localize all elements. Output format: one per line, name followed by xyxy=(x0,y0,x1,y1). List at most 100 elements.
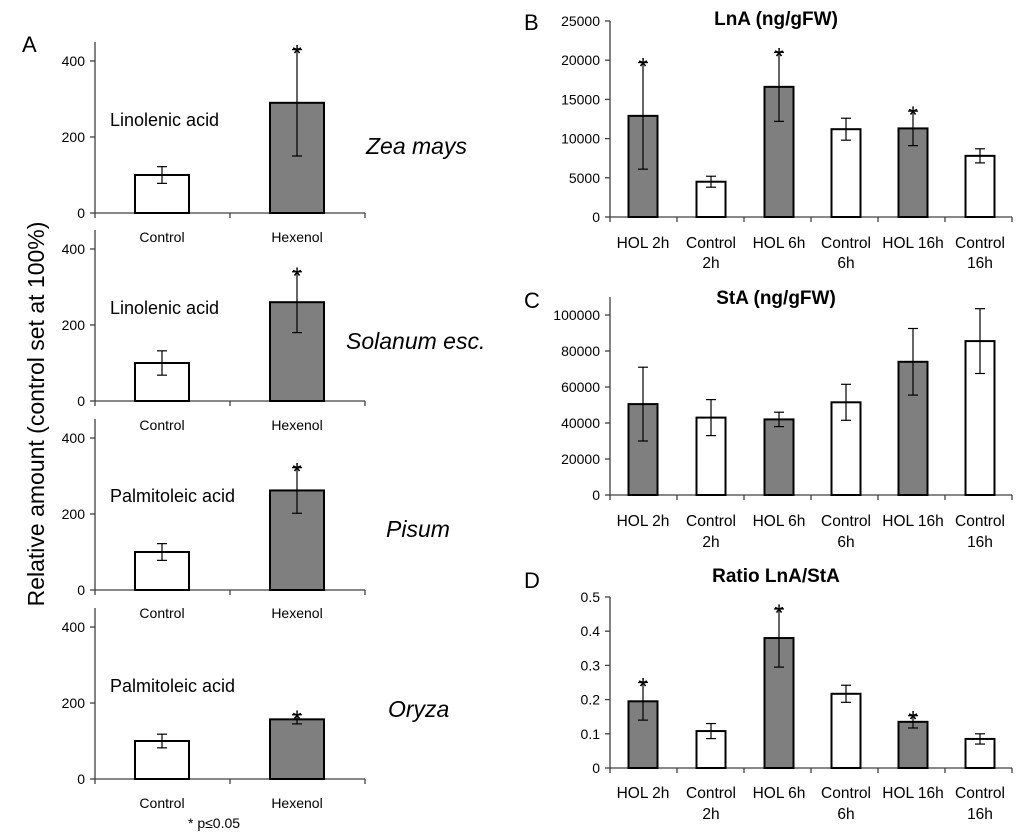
error-bar-5 xyxy=(975,148,985,164)
error-bar-0 xyxy=(157,733,167,749)
category-label: Control xyxy=(686,785,736,802)
y-tick-label: 400 xyxy=(62,430,86,446)
error-bar-5 xyxy=(975,308,985,375)
error-bar-3 xyxy=(841,383,851,421)
category-label: 2h xyxy=(702,534,719,551)
error-bar-0 xyxy=(157,166,167,184)
category-label: 6h xyxy=(837,534,854,551)
y-tick-label: 40000 xyxy=(561,415,600,431)
error-bar-4 xyxy=(908,715,918,729)
bar-0 xyxy=(134,362,190,402)
species-label: Pisum xyxy=(386,516,450,542)
significance-star: * xyxy=(774,600,783,627)
y-tick-label: 0.4 xyxy=(581,623,601,639)
chart-panel-4: 0 5000 10000 15000 20000 25000 * HOL 2h Control 2… xyxy=(524,9,1013,272)
y-tick-label: 0.5 xyxy=(581,589,601,605)
error-bar-2 xyxy=(774,411,784,428)
y-tick-label: 400 xyxy=(62,619,86,635)
chart-panel-3: 0 200 400 Control * Hexenol Palmitoleic acid Or… xyxy=(62,608,449,811)
category-label: Control xyxy=(955,513,1005,530)
chart-panel-6: 0 0.1 0.2 0.3 0.4 0.5 * HOL 2h Control 2h * HOL 6h C… xyxy=(524,566,1013,823)
y-tick-label: 0 xyxy=(592,209,600,225)
compound-label: Linolenic acid xyxy=(110,298,219,318)
y-tick-label: 60000 xyxy=(561,379,600,395)
y-tick-label: 200 xyxy=(62,506,86,522)
error-bar-0 xyxy=(157,350,167,376)
error-bar-1 xyxy=(292,714,302,725)
category-label: Control xyxy=(821,513,871,530)
y-tick-label: 0 xyxy=(77,393,85,409)
significance-star: * xyxy=(908,707,917,734)
category-label: 16h xyxy=(967,806,993,823)
category-label: Control xyxy=(139,795,184,811)
y-tick-label: 15000 xyxy=(561,91,600,107)
error-bar-1 xyxy=(292,467,302,514)
category-label: HOL 6h xyxy=(753,785,806,802)
footnote: * p≤0.05 xyxy=(188,815,240,831)
category-label: HOL 6h xyxy=(753,235,806,252)
category-label: HOL 2h xyxy=(617,785,670,802)
error-bar-1 xyxy=(706,722,716,740)
significance-star: * xyxy=(292,41,301,68)
error-bar-1 xyxy=(706,175,716,188)
category-label: Hexenol xyxy=(271,417,322,433)
category-label: Control xyxy=(686,513,736,530)
panel-letter: A xyxy=(22,32,37,57)
panel-letter: D xyxy=(524,568,540,593)
y-tick-label: 100000 xyxy=(553,307,600,323)
category-label: Control xyxy=(955,235,1005,252)
panels: 0 200 400 Control * Hexenol A Linolenic acid Zea… xyxy=(22,9,1013,823)
error-bar-3 xyxy=(841,684,851,703)
compound-label: Palmitoleic acid xyxy=(110,486,235,506)
category-label: HOL 2h xyxy=(617,235,670,252)
category-label: Control xyxy=(821,235,871,252)
category-label: HOL 16h xyxy=(882,513,943,530)
y-tick-label: 0 xyxy=(77,771,85,787)
chart-panel-1: 0 200 400 Control * Hexenol Linolenic acid Sola… xyxy=(62,230,485,433)
y-tick-label: 0 xyxy=(592,487,600,503)
category-label: Control xyxy=(686,235,736,252)
chart-panel-5: 0 20000 40000 60000 80000 100000 HOL 2h Control… xyxy=(524,288,1013,551)
category-label: 6h xyxy=(837,255,854,272)
y-axis-title: Relative amount (control set at 100%) xyxy=(23,222,49,607)
y-tick-label: 0 xyxy=(77,205,85,221)
y-tick-label: 0.1 xyxy=(581,726,601,742)
category-label: HOL 2h xyxy=(617,513,670,530)
error-bar-0 xyxy=(157,543,167,561)
y-tick-label: 400 xyxy=(62,53,86,69)
y-tick-label: 20000 xyxy=(561,451,600,467)
panel-letter: B xyxy=(524,10,539,35)
y-tick-label: 200 xyxy=(62,129,86,145)
chart-title: LnA (ng/gFW) xyxy=(714,9,838,30)
chart-panel-2: 0 200 400 Control * Hexenol Palmitoleic acid Pi… xyxy=(62,419,450,621)
compound-label: Linolenic acid xyxy=(110,110,219,130)
error-bar-1 xyxy=(706,399,716,437)
bar-3 xyxy=(830,128,862,218)
category-label: Control xyxy=(139,417,184,433)
error-bar-2 xyxy=(774,51,784,122)
species-label: Solanum esc. xyxy=(346,328,485,354)
bar-3 xyxy=(830,692,862,770)
error-bar-0 xyxy=(638,681,648,721)
error-bar-1 xyxy=(292,48,302,157)
category-label: 16h xyxy=(967,534,993,551)
category-label: 2h xyxy=(702,255,719,272)
y-tick-label: 0 xyxy=(77,582,85,598)
error-bar-4 xyxy=(908,110,918,147)
y-tick-label: 25000 xyxy=(561,13,600,29)
bar-4 xyxy=(897,720,929,770)
y-tick-label: 20000 xyxy=(561,52,600,68)
chart-title: Ratio LnA/StA xyxy=(712,566,840,587)
y-tick-label: 200 xyxy=(62,695,86,711)
y-tick-label: 400 xyxy=(62,241,86,257)
panel-letter: C xyxy=(524,288,540,313)
significance-star: * xyxy=(638,54,647,81)
y-tick-label: 0.2 xyxy=(581,692,601,708)
y-tick-label: 80000 xyxy=(561,343,600,359)
category-label: Hexenol xyxy=(271,229,322,245)
category-label: HOL 16h xyxy=(882,235,943,252)
error-bar-0 xyxy=(638,366,648,442)
species-label: Oryza xyxy=(388,696,449,722)
significance-star: * xyxy=(292,459,301,486)
chart-title: StA (ng/gFW) xyxy=(716,288,836,309)
